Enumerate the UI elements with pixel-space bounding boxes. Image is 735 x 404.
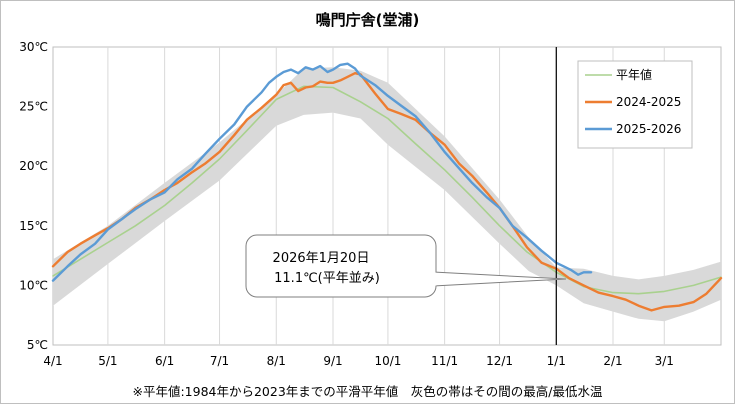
x-tick-label: 7/1 [210,354,229,368]
x-tick-label: 12/1 [486,354,513,368]
callout-date: 2026年1月20日 [273,251,370,266]
x-tick-label: 11/1 [431,354,458,368]
x-axis: 4/1 5/1 6/1 7/1 8/1 9/1 10/1 11/1 12/1 1/1 2/1 3/1 [43,354,674,368]
callout-joint [433,272,437,286]
series-line-2 [51,62,593,282]
x-tick-label: 5/1 [98,354,117,368]
callout-box [245,234,437,298]
legend: 平年値 2024-2025 2025-2026 [577,60,693,149]
x-tick-label: 9/1 [323,354,342,368]
footnote: ※平年値:1984年から2023年までの平滑平年値 灰色の帯はその間の最高/最低… [132,384,603,399]
legend-label: 平年値 [616,67,652,82]
y-axis: 5℃ 10℃ 15℃ 20℃ 25℃ 30℃ [19,40,48,352]
legend-items: 平年値 2024-2025 2025-2026 [585,67,681,136]
x-tick-label: 3/1 [655,354,674,368]
callout-pointer [432,271,567,287]
x-tick-label: 8/1 [267,354,286,368]
series-line-0 [52,85,722,295]
series-layer [51,62,723,312]
x-tick-label: 10/1 [374,354,401,368]
callout: 2026年1月20日 11.1℃(平年並み) [245,234,567,298]
y-tick-label: 20℃ [19,159,48,173]
x-tick-label: 1/1 [547,354,566,368]
y-tick-label: 5℃ [27,338,48,352]
chart-title: 鳴門庁舎(堂浦) [315,11,420,29]
x-tick-label: 2/1 [603,354,622,368]
legend-label: 2024-2025 [616,95,681,109]
x-tick-label: 6/1 [155,354,174,368]
y-tick-label: 30℃ [19,40,48,54]
x-tick-label: 4/1 [43,354,62,368]
y-tick-label: 15℃ [19,219,48,233]
callout-value: 11.1℃(平年並み) [274,271,380,286]
y-tick-label: 10℃ [19,278,48,292]
y-tick-label: 25℃ [19,100,48,114]
legend-label: 2025-2026 [616,122,681,136]
